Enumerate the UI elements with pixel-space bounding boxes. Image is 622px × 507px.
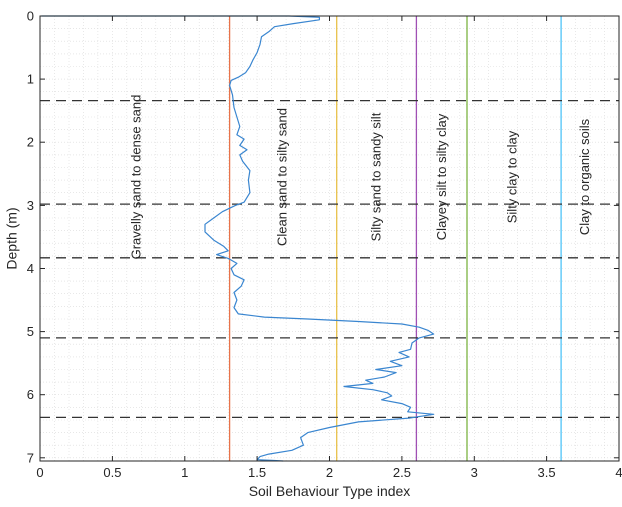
sbt-index-line [41, 15, 435, 462]
y-axis-label: Depth (m) [4, 207, 20, 269]
y-tick-label: 0 [27, 9, 34, 24]
y-axis-ticks: 0 1 2 3 4 5 6 7 [27, 9, 619, 465]
x-tick-label: 0 [36, 465, 43, 480]
x-tick-label: 4 [615, 465, 622, 480]
x-tick-label: 0.5 [103, 465, 121, 480]
series-group [41, 15, 435, 462]
y-tick-label: 1 [27, 72, 34, 87]
zone-label: Clean sand to silty sand [275, 108, 290, 246]
x-tick-label: 1 [181, 465, 188, 480]
layer-boundaries [40, 99, 619, 419]
zone-label: Silty clay to clay [505, 130, 520, 223]
y-tick-label: 4 [27, 261, 34, 276]
x-tick-label: 3 [471, 465, 478, 480]
y-tick-label: 2 [27, 135, 34, 150]
grid [40, 16, 619, 461]
x-tick-label: 2 [326, 465, 333, 480]
y-tick-label: 5 [27, 324, 34, 339]
zone-label: Clayey silt to silty clay [434, 113, 449, 240]
x-axis-label: Soil Behaviour Type index [249, 483, 411, 499]
y-tick-label: 7 [27, 450, 34, 465]
y-tick-label: 3 [27, 198, 34, 213]
zone-label: Clay to organic soils [577, 118, 592, 235]
x-tick-label: 3.5 [538, 465, 556, 480]
zone-label: Gravelly sand to dense sand [128, 95, 143, 260]
x-tick-label: 2.5 [393, 465, 411, 480]
x-tick-label: 1.5 [248, 465, 266, 480]
x-axis-ticks: 0 0.5 1 1.5 2 2.5 3 3.5 4 [36, 16, 622, 480]
zone-boundaries [228, 16, 562, 461]
zone-label: Silty sand to sandy silt [369, 112, 384, 241]
y-tick-label: 6 [27, 387, 34, 402]
zone-labels: Gravelly sand to dense sand Clean sand to… [128, 95, 592, 260]
